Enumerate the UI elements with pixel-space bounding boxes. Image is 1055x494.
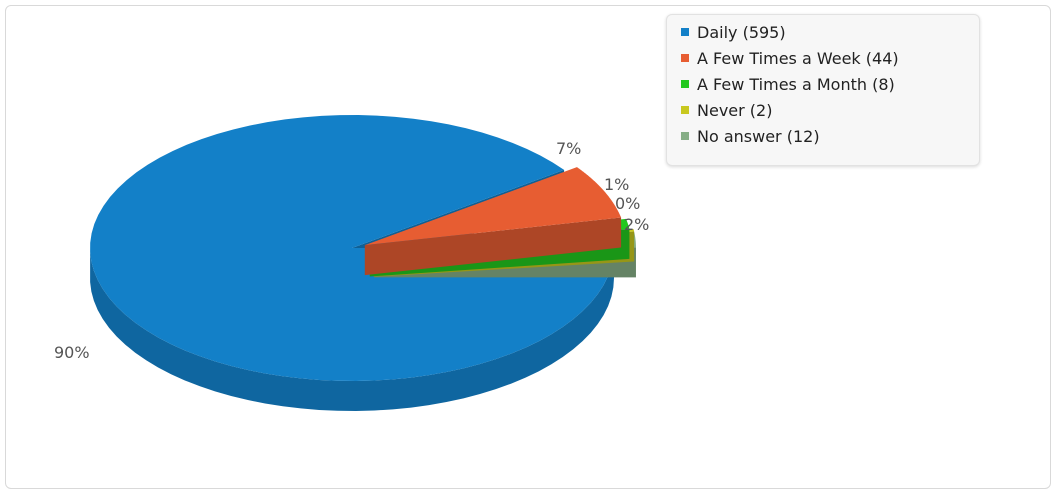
- legend-label-few-times-month: A Few Times a Month (8): [697, 74, 895, 94]
- chart-legend: Daily (595) A Few Times a Week (44) A Fe…: [666, 14, 980, 166]
- slice-percent-label-0: 90%: [54, 343, 90, 362]
- slice-percent-label-1: 7%: [556, 139, 581, 158]
- slice-percent-label-4: 2%: [624, 215, 649, 234]
- legend-item-no-answer[interactable]: No answer (12): [681, 123, 979, 149]
- slice-top-0: [90, 115, 615, 381]
- legend-swatch-never: [681, 106, 689, 114]
- slice-top-1: [364, 167, 622, 246]
- legend-label-never: Never (2): [697, 100, 773, 120]
- pie-slice-1[interactable]: [364, 167, 622, 276]
- legend-item-few-times-month[interactable]: A Few Times a Month (8): [681, 71, 979, 97]
- slice-percent-label-2: 1%: [604, 175, 629, 194]
- legend-swatch-daily: [681, 28, 689, 36]
- slice-percent-label-3: 0%: [615, 194, 640, 213]
- slice-side-0: [90, 248, 615, 411]
- legend-item-few-times-week[interactable]: A Few Times a Week (44): [681, 45, 979, 71]
- legend-swatch-few-times-week: [681, 54, 689, 62]
- slice-edge-1: [364, 217, 622, 276]
- legend-swatch-few-times-month: [681, 80, 689, 88]
- legend-label-no-answer: No answer (12): [697, 126, 820, 146]
- legend-item-daily[interactable]: Daily (595): [681, 19, 979, 45]
- legend-swatch-no-answer: [681, 132, 689, 140]
- legend-item-never[interactable]: Never (2): [681, 97, 979, 123]
- legend-label-few-times-week: A Few Times a Week (44): [697, 48, 899, 68]
- legend-label-daily: Daily (595): [697, 22, 786, 42]
